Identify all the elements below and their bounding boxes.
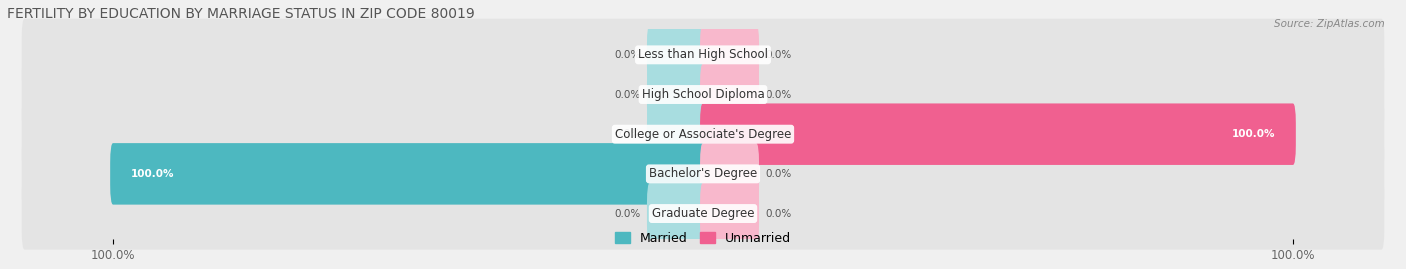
- Text: High School Diploma: High School Diploma: [641, 88, 765, 101]
- Text: FERTILITY BY EDUCATION BY MARRIAGE STATUS IN ZIP CODE 80019: FERTILITY BY EDUCATION BY MARRIAGE STATU…: [7, 7, 475, 21]
- Text: 100.0%: 100.0%: [131, 169, 174, 179]
- Text: 0.0%: 0.0%: [765, 90, 792, 100]
- Text: 0.0%: 0.0%: [614, 208, 641, 218]
- FancyBboxPatch shape: [700, 143, 759, 205]
- Text: 0.0%: 0.0%: [765, 169, 792, 179]
- FancyBboxPatch shape: [21, 58, 1385, 131]
- FancyBboxPatch shape: [647, 104, 706, 165]
- FancyBboxPatch shape: [21, 138, 1385, 210]
- Text: Bachelor's Degree: Bachelor's Degree: [650, 167, 756, 180]
- Text: 0.0%: 0.0%: [614, 50, 641, 60]
- Text: Graduate Degree: Graduate Degree: [652, 207, 754, 220]
- FancyBboxPatch shape: [21, 178, 1385, 250]
- FancyBboxPatch shape: [647, 64, 706, 125]
- Text: 0.0%: 0.0%: [614, 129, 641, 139]
- FancyBboxPatch shape: [700, 183, 759, 244]
- Text: Source: ZipAtlas.com: Source: ZipAtlas.com: [1274, 19, 1385, 29]
- FancyBboxPatch shape: [700, 24, 759, 86]
- Text: Less than High School: Less than High School: [638, 48, 768, 61]
- FancyBboxPatch shape: [647, 24, 706, 86]
- Text: 0.0%: 0.0%: [614, 90, 641, 100]
- Text: College or Associate's Degree: College or Associate's Degree: [614, 128, 792, 141]
- FancyBboxPatch shape: [647, 183, 706, 244]
- Text: 100.0%: 100.0%: [1232, 129, 1275, 139]
- Text: 0.0%: 0.0%: [765, 50, 792, 60]
- Text: 0.0%: 0.0%: [765, 208, 792, 218]
- FancyBboxPatch shape: [21, 19, 1385, 91]
- FancyBboxPatch shape: [700, 104, 1296, 165]
- FancyBboxPatch shape: [700, 64, 759, 125]
- FancyBboxPatch shape: [21, 98, 1385, 170]
- FancyBboxPatch shape: [110, 143, 706, 205]
- Legend: Married, Unmarried: Married, Unmarried: [610, 227, 796, 250]
